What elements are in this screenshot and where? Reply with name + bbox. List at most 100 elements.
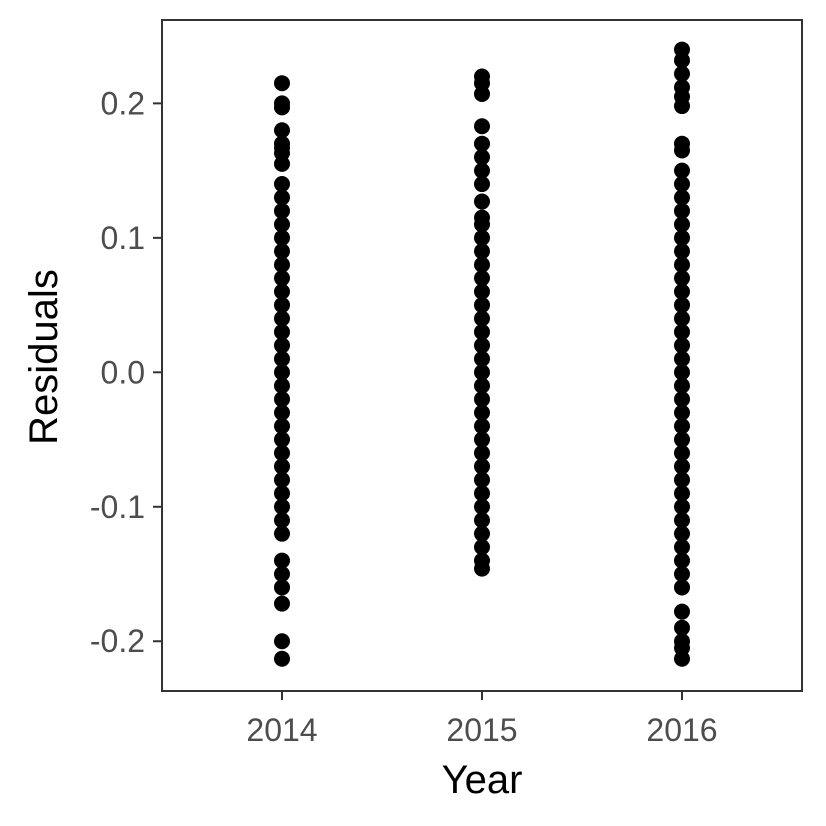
data-point-2014 xyxy=(274,189,290,206)
data-point-2016 xyxy=(674,52,690,69)
data-point-2016 xyxy=(674,579,690,596)
data-point-2016 xyxy=(674,283,690,300)
data-point-2014 xyxy=(274,350,290,367)
data-point-2014 xyxy=(274,579,290,596)
data-point-2015 xyxy=(474,118,490,135)
data-point-2015 xyxy=(474,229,490,246)
data-point-2016 xyxy=(674,539,690,556)
x-axis-title: Year xyxy=(442,758,523,802)
data-point-2016 xyxy=(674,229,690,246)
data-point-2016 xyxy=(674,650,690,667)
data-point-2015 xyxy=(474,243,490,260)
data-point-2014 xyxy=(274,155,290,172)
data-point-2015 xyxy=(474,350,490,367)
data-point-2016 xyxy=(674,391,690,408)
data-point-2015 xyxy=(474,377,490,394)
data-point-2014 xyxy=(274,404,290,421)
data-point-2015 xyxy=(474,525,490,542)
data-point-2014 xyxy=(274,525,290,542)
x-tick-label: 2016 xyxy=(646,712,717,748)
data-point-2015 xyxy=(474,471,490,488)
data-point-2014 xyxy=(274,75,290,92)
data-point-2014 xyxy=(274,310,290,327)
data-point-2015 xyxy=(474,431,490,448)
y-tick-label: -0.2 xyxy=(90,623,145,659)
data-point-2015 xyxy=(474,444,490,461)
data-point-2015 xyxy=(474,162,490,179)
data-point-2014 xyxy=(274,229,290,246)
data-point-2014 xyxy=(274,512,290,529)
data-point-2016 xyxy=(674,270,690,287)
y-tick-label: 0.2 xyxy=(101,85,145,121)
y-tick-label: 0.0 xyxy=(101,354,145,390)
data-point-2016 xyxy=(674,566,690,583)
data-point-2016 xyxy=(674,377,690,394)
data-point-2016 xyxy=(674,431,690,448)
data-point-2016 xyxy=(674,310,690,327)
data-point-2016 xyxy=(674,65,690,82)
data-point-2015 xyxy=(474,337,490,354)
x-axis-ticks: 2014 2015 2016 xyxy=(246,691,718,748)
data-point-2015 xyxy=(474,418,490,435)
data-point-2016 xyxy=(674,485,690,502)
data-point-2015 xyxy=(474,458,490,475)
data-point-2015 xyxy=(474,364,490,381)
data-point-2016 xyxy=(674,512,690,529)
data-points xyxy=(274,41,690,667)
data-point-2015 xyxy=(474,149,490,166)
data-point-2014 xyxy=(274,391,290,408)
x-tick-label: 2014 xyxy=(246,712,317,748)
data-point-2016 xyxy=(674,498,690,515)
data-point-2014 xyxy=(274,323,290,340)
data-point-2016 xyxy=(674,256,690,273)
data-point-2015 xyxy=(474,256,490,273)
data-point-2016 xyxy=(674,297,690,314)
data-point-2014 xyxy=(274,595,290,612)
data-point-2016 xyxy=(674,202,690,219)
data-point-2014 xyxy=(274,122,290,139)
data-point-2016 xyxy=(674,404,690,421)
data-point-2014 xyxy=(274,431,290,448)
data-point-2015 xyxy=(474,270,490,287)
data-point-2014 xyxy=(274,216,290,233)
data-point-2016 xyxy=(674,458,690,475)
data-point-2016 xyxy=(674,471,690,488)
data-point-2014 xyxy=(274,202,290,219)
data-point-2016 xyxy=(674,603,690,620)
data-point-2014 xyxy=(274,283,290,300)
data-point-2014 xyxy=(274,458,290,475)
data-point-2015 xyxy=(474,404,490,421)
data-point-2016 xyxy=(674,350,690,367)
data-point-2014 xyxy=(274,256,290,273)
data-point-2014 xyxy=(274,99,290,116)
data-point-2014 xyxy=(274,364,290,381)
data-point-2015 xyxy=(474,297,490,314)
data-point-2015 xyxy=(474,85,490,102)
data-point-2016 xyxy=(674,189,690,206)
data-point-2015 xyxy=(474,560,490,577)
data-point-2014 xyxy=(274,498,290,515)
data-point-2014 xyxy=(274,176,290,193)
data-point-2015 xyxy=(474,485,490,502)
data-point-2015 xyxy=(474,391,490,408)
data-point-2015 xyxy=(474,539,490,556)
data-point-2015 xyxy=(474,310,490,327)
data-point-2016 xyxy=(674,98,690,115)
data-point-2015 xyxy=(474,283,490,300)
data-point-2016 xyxy=(674,337,690,354)
y-tick-label: -0.1 xyxy=(90,489,145,525)
data-point-2015 xyxy=(474,193,490,210)
data-point-2015 xyxy=(474,323,490,340)
data-point-2016 xyxy=(674,323,690,340)
data-point-2016 xyxy=(674,619,690,636)
data-point-2014 xyxy=(274,485,290,502)
data-point-2016 xyxy=(674,364,690,381)
data-point-2015 xyxy=(474,498,490,515)
data-point-2016 xyxy=(674,142,690,159)
data-point-2014 xyxy=(274,650,290,667)
data-point-2015 xyxy=(474,135,490,152)
y-tick-label: 0.1 xyxy=(101,220,145,256)
data-point-2014 xyxy=(274,566,290,583)
